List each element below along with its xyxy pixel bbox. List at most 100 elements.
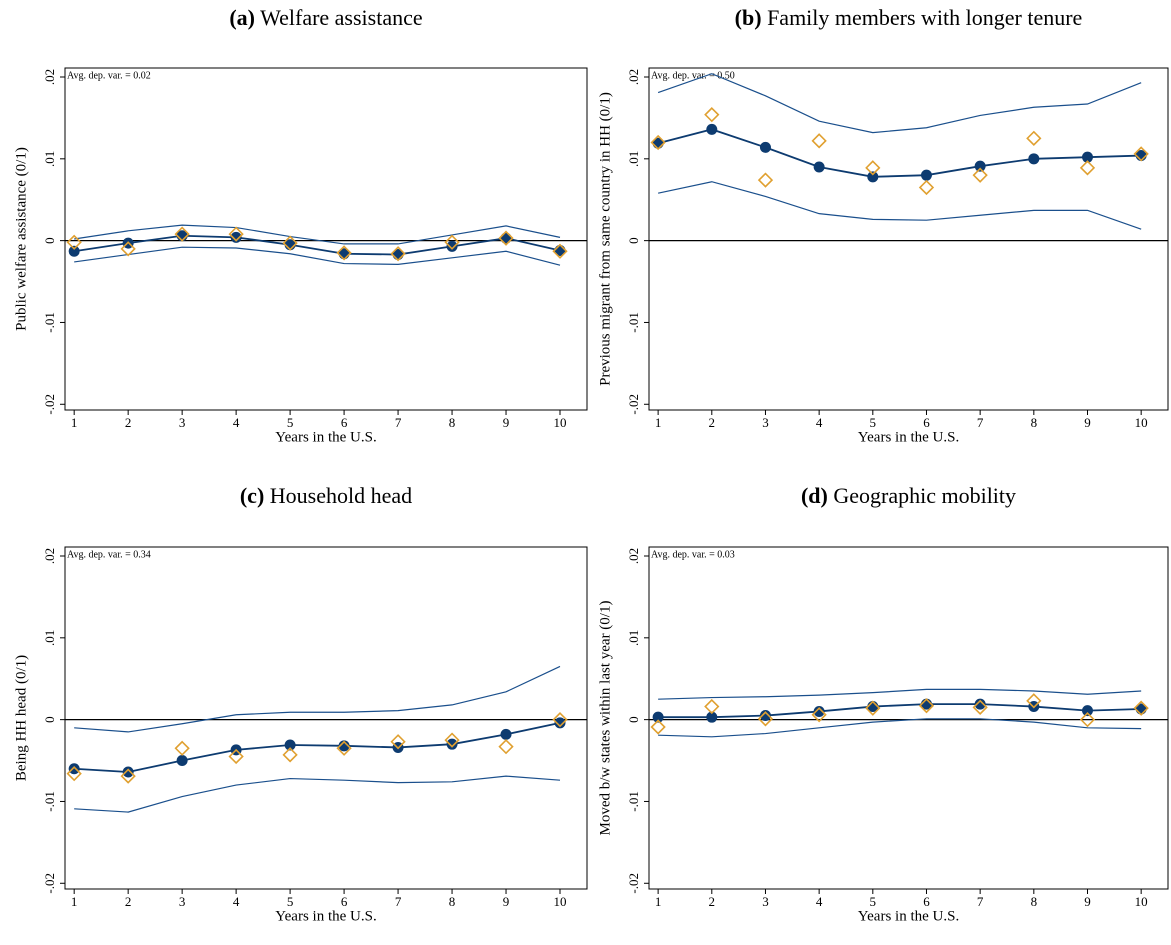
alt-estimate-point [336, 740, 352, 756]
estimate-point [1028, 153, 1040, 165]
alt-estimate-point [174, 226, 190, 242]
estimate-point [446, 738, 458, 750]
estimate-point [446, 240, 458, 252]
estimate-point [68, 245, 80, 257]
x-tick-label: 4 [816, 415, 823, 430]
annotation: Avg. dep. var. = 0.50 [651, 70, 735, 81]
ci-line [658, 718, 1142, 738]
estimate-line [657, 128, 1142, 178]
estimate-point [284, 739, 296, 751]
alt-estimate-point [972, 699, 988, 715]
ci-line [74, 224, 561, 245]
y-tick-label: -.01 [626, 791, 641, 812]
y-tick-label: 0 [42, 716, 57, 723]
x-tick-label: 9 [503, 415, 510, 430]
alt-estimate-point [498, 230, 514, 246]
alt-estimate-point [552, 243, 568, 259]
x-tick-label: 10 [1135, 415, 1148, 430]
alt-estimate-point [1079, 712, 1096, 728]
alt-estimate-point [650, 134, 666, 151]
alt-estimate-point [390, 246, 406, 262]
x-tick-label: 6 [923, 894, 930, 909]
x-tick-label: 2 [125, 415, 132, 430]
x-tick-label: 7 [395, 894, 402, 909]
y-tick-label: -.02 [626, 394, 641, 415]
x-tick-label: 8 [1031, 894, 1038, 909]
estimate-point [974, 160, 986, 172]
x-axis-label: Years in the U.S. [275, 429, 376, 445]
alt-estimate-point [757, 711, 774, 727]
y-tick-label: 0 [626, 716, 641, 723]
estimate-point [338, 740, 350, 752]
estimate-point [230, 231, 242, 243]
alt-estimate-point [865, 700, 881, 716]
panel-title: (a) Welfare assistance [229, 5, 422, 30]
x-tick-label: 3 [179, 415, 186, 430]
panel: (c) Household head -.02 -.01 0 .01 .02 1 2 3 4 5 6 7… [13, 483, 588, 924]
y-axis-label: Being HH head (0/1) [13, 655, 29, 781]
estimate-line [74, 234, 561, 256]
estimate-point [920, 169, 932, 181]
x-axis-label: Years in the U.S. [858, 908, 959, 924]
ci-line [74, 775, 561, 813]
ci-line [74, 665, 561, 733]
estimate-point [176, 755, 188, 767]
estimate-point [974, 698, 986, 710]
estimate-point [652, 711, 664, 723]
alt-estimate-point [650, 719, 666, 735]
alt-estimate-point [865, 160, 881, 176]
estimate-point [706, 711, 718, 723]
y-tick-label: -.01 [42, 791, 57, 812]
alt-estimate-point [444, 234, 460, 250]
estimate-point [813, 705, 825, 717]
y-tick-label: -.02 [42, 394, 57, 415]
x-tick-label: 9 [1084, 415, 1091, 430]
x-tick-label: 6 [341, 415, 348, 430]
x-tick-label: 5 [287, 894, 294, 909]
panel-title: (c) Household head [240, 483, 412, 508]
alt-estimate-point [918, 698, 935, 714]
x-tick-label: 3 [179, 894, 186, 909]
plot-frame [648, 546, 1169, 890]
y-axis-label: Public welfare assistance (0/1) [13, 147, 29, 331]
y-axis-label: Previous migrant from same country in HH… [597, 92, 613, 386]
estimate-point [813, 161, 825, 173]
estimate-point [1081, 151, 1093, 163]
alt-estimate-point [704, 107, 720, 123]
y-tick-label: .02 [42, 548, 57, 564]
alt-estimate-point [552, 712, 568, 728]
x-tick-label: 10 [1135, 894, 1148, 909]
estimate-point [706, 123, 718, 135]
x-tick-label: 2 [125, 894, 132, 909]
y-axis-label: Moved b/w states within last year (0/1) [597, 601, 613, 836]
x-tick-label: 5 [870, 415, 877, 430]
y-tick-label: 0 [42, 237, 57, 244]
alt-estimate-point [282, 747, 298, 763]
alt-estimate-point [390, 734, 406, 750]
y-tick-label: .01 [42, 151, 57, 167]
alt-estimate-point [444, 732, 460, 748]
alt-estimate-point [66, 234, 82, 250]
y-tick-label: -.02 [42, 873, 57, 894]
alt-estimate-point [120, 768, 136, 784]
alt-estimate-point [174, 740, 190, 756]
panel-label: (d) [801, 483, 828, 508]
x-tick-label: 2 [709, 894, 716, 909]
alt-estimate-point [918, 179, 935, 196]
alt-estimate-point [811, 707, 827, 723]
x-tick-label: 9 [1084, 894, 1091, 909]
y-tick-label: -.01 [42, 312, 57, 333]
y-tick-label: .01 [42, 630, 57, 646]
estimate-line [658, 703, 1142, 719]
alt-estimate-point [228, 226, 244, 242]
x-tick-label: 1 [71, 894, 78, 909]
estimate-point [554, 717, 566, 729]
x-tick-label: 7 [977, 894, 984, 909]
x-tick-label: 4 [233, 894, 240, 909]
x-tick-label: 4 [816, 894, 823, 909]
panel: (b) Family members with longer tenure -.0… [597, 5, 1169, 445]
x-tick-label: 1 [71, 415, 78, 430]
y-tick-label: .02 [626, 69, 641, 85]
panel-title-text: Household head [270, 483, 412, 508]
